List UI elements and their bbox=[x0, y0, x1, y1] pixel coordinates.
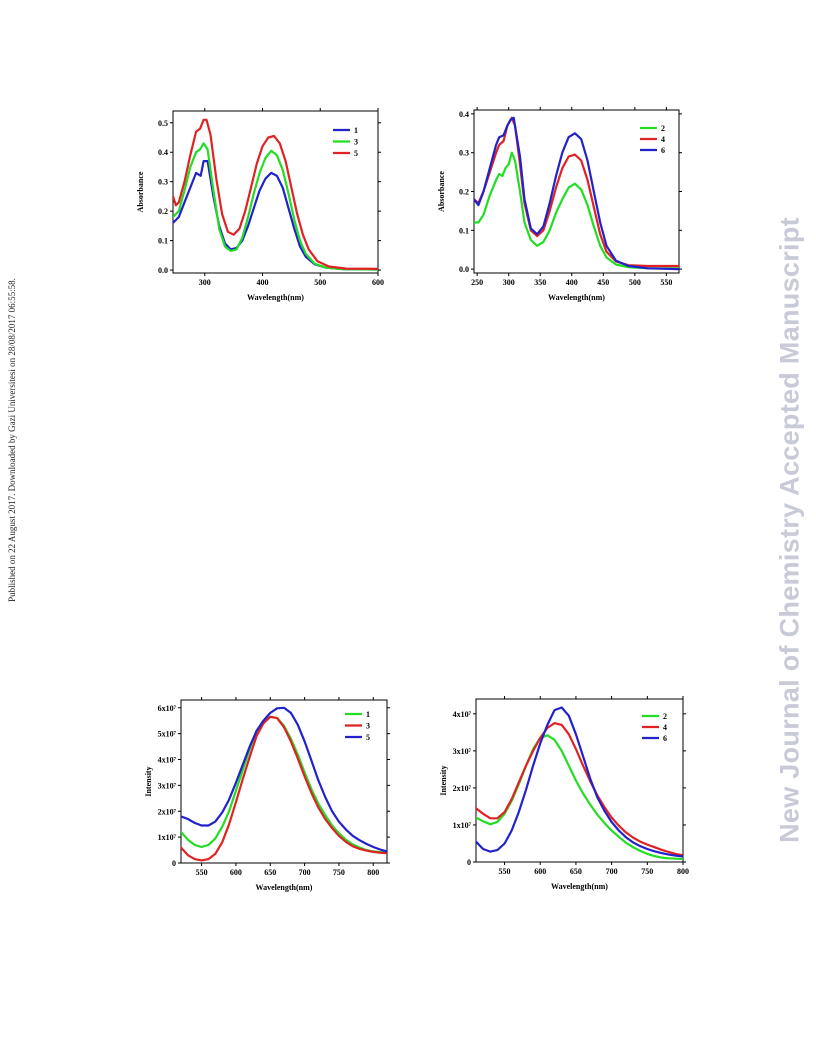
chart-1-legend-label-4: 4 bbox=[661, 135, 665, 144]
chart-3-y-tick-label: 1x10⁷ bbox=[453, 821, 472, 830]
chart-3-x-tick-label: 700 bbox=[606, 867, 618, 876]
chart-2-y-tick-label: 5x10⁷ bbox=[158, 730, 177, 739]
chart-0-y-axis-label: Absorbance bbox=[136, 171, 145, 212]
chart-1-legend-label-2: 2 bbox=[661, 124, 665, 133]
chart-1-x-tick-label: 250 bbox=[471, 278, 483, 287]
chart-3-x-tick-label: 600 bbox=[534, 867, 546, 876]
chart-1-series-2-line bbox=[474, 151, 679, 270]
chart-2-y-tick-label: 2x10⁷ bbox=[158, 807, 177, 816]
chart-1-y-tick-label: 0.4 bbox=[459, 110, 469, 119]
chart-0-series-5-line bbox=[173, 118, 378, 270]
chart-2-plot-frame bbox=[180, 699, 388, 864]
chart-1-x-tick-label: 350 bbox=[534, 278, 546, 287]
chart-1-x-axis-label: Wavelength(nm) bbox=[548, 293, 605, 302]
chart-1-x-tick-label: 300 bbox=[503, 278, 515, 287]
chart-2-x-tick-label: 550 bbox=[196, 868, 208, 877]
chart-2-y-axis-label: Intensity bbox=[144, 766, 153, 796]
chart-2-y-tick-label: 1x10⁷ bbox=[158, 833, 177, 842]
chart-1-legend-label-6: 6 bbox=[661, 146, 665, 155]
chart-3-y-axis-label: Intensity bbox=[439, 765, 448, 795]
chart-0-y-tick-label: 0.1 bbox=[158, 237, 168, 246]
chart-3-x-tick-label: 750 bbox=[641, 867, 653, 876]
chart-0-series-3-line bbox=[173, 142, 378, 271]
chart-0-plot-frame bbox=[172, 110, 379, 274]
chart-2-x-tick-label: 750 bbox=[333, 868, 345, 877]
chart-3-legend-label-4: 4 bbox=[663, 723, 667, 732]
chart-2-x-tick-label: 650 bbox=[264, 868, 276, 877]
chart-0-y-tick-label: 0.2 bbox=[158, 207, 168, 216]
chart-0-series-1-line bbox=[173, 160, 378, 271]
chart-1-y-tick-label: 0.3 bbox=[459, 149, 469, 158]
chart-2-legend-label-1: 1 bbox=[366, 710, 370, 719]
chart-3-x-tick-label: 650 bbox=[570, 867, 582, 876]
chart-0-y-tick-label: 0.3 bbox=[158, 178, 168, 187]
chart-0-legend-label-1: 1 bbox=[354, 126, 358, 135]
chart-1-x-tick-label: 450 bbox=[597, 278, 609, 287]
chart-2-y-tick-label: 4x10⁷ bbox=[158, 756, 177, 765]
chart-1-x-tick-label: 500 bbox=[629, 278, 641, 287]
chart-0-x-tick-label: 500 bbox=[314, 278, 326, 287]
chart-0-legend-label-5: 5 bbox=[354, 149, 358, 158]
chart-2-y-tick-label: 6x10⁷ bbox=[158, 704, 177, 713]
chart-0-y-tick-label: 0.0 bbox=[158, 266, 168, 275]
chart-3-series-6-line bbox=[476, 706, 683, 858]
chart-1-series-6-line bbox=[474, 116, 679, 271]
chart-0-x-axis-label: Wavelength(nm) bbox=[247, 293, 304, 302]
chart-3-y-tick-label: 0 bbox=[467, 858, 471, 867]
chart-3-legend-label-2: 2 bbox=[663, 712, 667, 721]
chart-3-plot-frame bbox=[475, 698, 684, 863]
chart-3-legend-label-6: 6 bbox=[663, 734, 667, 743]
chart-2-series-5-line bbox=[181, 706, 387, 853]
chart-0-x-tick-label: 400 bbox=[257, 278, 269, 287]
chart-2-x-tick-label: 800 bbox=[367, 868, 379, 877]
chart-2-series-3-line bbox=[181, 715, 387, 862]
chart-3-x-axis-label: Wavelength(nm) bbox=[551, 882, 608, 891]
chart-2-x-tick-label: 600 bbox=[230, 868, 242, 877]
chart-3-series-4-line bbox=[476, 721, 683, 857]
chart-0-y-tick-label: 0.4 bbox=[158, 148, 168, 157]
chart-0-x-tick-label: 600 bbox=[372, 278, 384, 287]
chart-2-legend-label-3: 3 bbox=[366, 722, 370, 731]
chart-2-y-tick-label: 0 bbox=[172, 859, 176, 868]
chart-3-y-tick-label: 4x10⁷ bbox=[453, 710, 472, 719]
chart-2-x-tick-label: 700 bbox=[299, 868, 311, 877]
chart-1-series-4-line bbox=[474, 116, 679, 268]
chart-0-x-tick-label: 300 bbox=[199, 278, 211, 287]
chart-0-y-tick-label: 0.5 bbox=[158, 119, 168, 128]
chart-1-y-tick-label: 0.2 bbox=[459, 188, 469, 197]
chart-3-y-tick-label: 2x10⁷ bbox=[453, 784, 472, 793]
chart-0-legend-label-3: 3 bbox=[354, 138, 358, 147]
chart-3-x-tick-label: 800 bbox=[677, 867, 689, 876]
chart-2-legend-label-5: 5 bbox=[366, 733, 370, 742]
chart-1-y-axis-label: Absorbance bbox=[437, 171, 446, 212]
chart-1-x-tick-label: 400 bbox=[566, 278, 578, 287]
chart-3-y-tick-label: 3x10⁷ bbox=[453, 747, 472, 756]
chart-1-y-tick-label: 0.0 bbox=[459, 265, 469, 274]
chart-2-x-axis-label: Wavelength(nm) bbox=[256, 883, 313, 892]
chart-2-y-tick-label: 3x10⁷ bbox=[158, 781, 177, 790]
chart-1-y-tick-label: 0.1 bbox=[459, 226, 469, 235]
chart-1-x-tick-label: 550 bbox=[660, 278, 672, 287]
chart-3-x-tick-label: 550 bbox=[499, 867, 511, 876]
